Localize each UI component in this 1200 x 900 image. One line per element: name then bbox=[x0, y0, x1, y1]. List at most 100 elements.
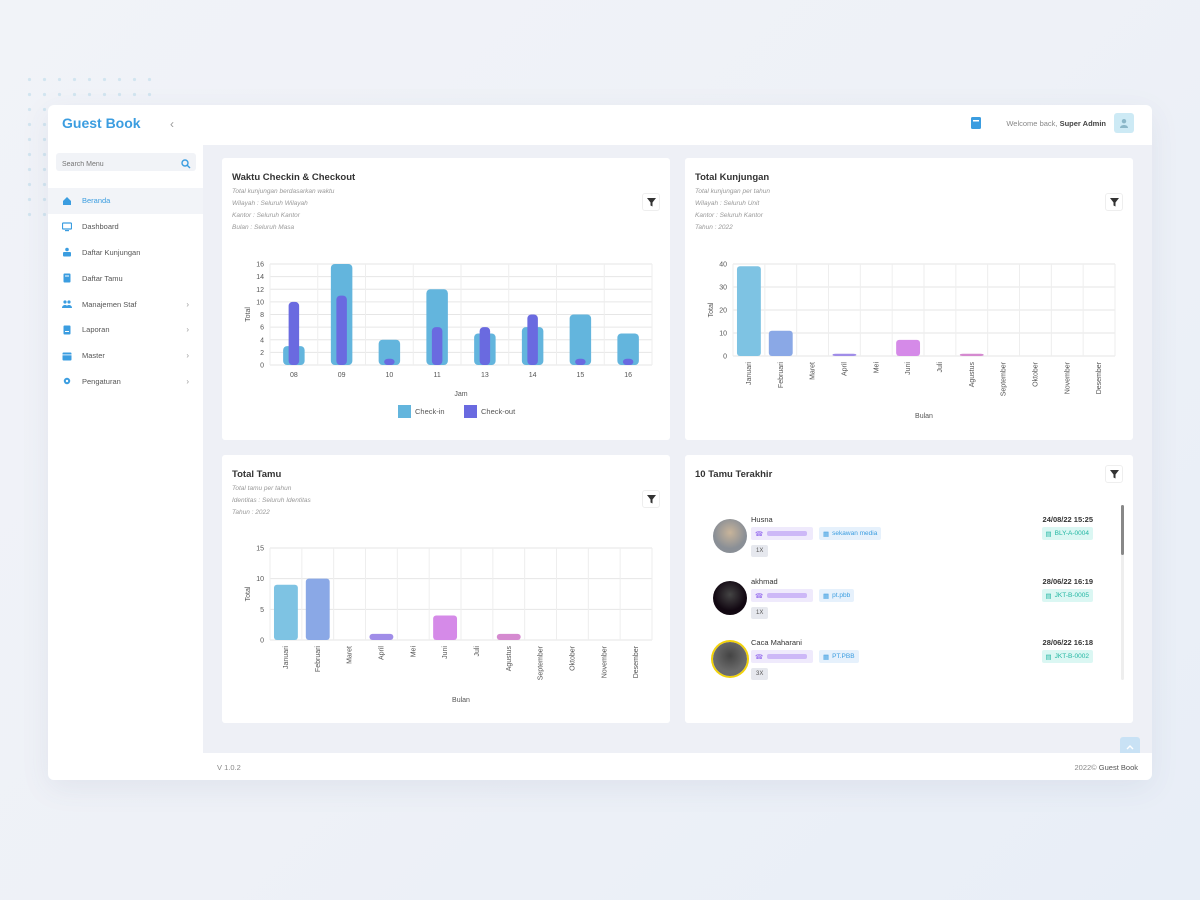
sidebar-menu: Beranda Dashboard Daftar Kunjungan Dafta… bbox=[48, 188, 203, 394]
y-tick-label: 6 bbox=[260, 325, 264, 332]
filter-button[interactable] bbox=[1105, 193, 1123, 211]
filter-button[interactable] bbox=[1105, 465, 1123, 483]
x-tick-label: Desember bbox=[1096, 361, 1103, 394]
sidebar-item-laporan[interactable]: Laporan › bbox=[48, 317, 203, 343]
book-icon bbox=[62, 273, 72, 283]
bar-check-out[interactable] bbox=[384, 358, 395, 365]
bar-check-in[interactable] bbox=[617, 333, 639, 365]
x-tick-label: Desember bbox=[633, 645, 640, 678]
guest-entry[interactable]: akhmad 28/06/22 16:19 ☎ ▦ pt.pbb ▤ JKT-B-0… bbox=[713, 577, 1093, 633]
bar-check-out[interactable] bbox=[479, 327, 491, 365]
bar-check-out[interactable] bbox=[336, 295, 347, 365]
chevron-right-icon: › bbox=[186, 376, 189, 386]
x-tick-label: Juli bbox=[474, 646, 481, 657]
sidebar-item-label: Beranda bbox=[82, 196, 111, 206]
bar-check-in[interactable] bbox=[569, 314, 592, 366]
sidebar-item-daftar-tamu[interactable]: Daftar Tamu bbox=[48, 265, 203, 291]
bar[interactable] bbox=[768, 330, 793, 356]
chevron-up-icon bbox=[1126, 745, 1134, 750]
user-icon bbox=[1120, 119, 1128, 128]
guest-name: Husna bbox=[751, 515, 773, 524]
x-tick-label: Januari bbox=[283, 646, 290, 669]
x-tick-label: April bbox=[378, 646, 385, 660]
bar[interactable] bbox=[496, 633, 521, 640]
phone-icon: ☎ bbox=[755, 530, 764, 538]
bar[interactable] bbox=[369, 633, 394, 640]
phone-redacted bbox=[767, 593, 808, 598]
guest-company: ▦ PT.PBB bbox=[819, 650, 859, 663]
guest-phone: ☎ bbox=[751, 589, 813, 602]
filter-button[interactable] bbox=[642, 490, 660, 508]
total-tamu-chart: 0 5 10 15 Januari Februari Maret April Mei Juni Ju… bbox=[245, 546, 653, 704]
legend-label[interactable]: Check-in bbox=[415, 407, 445, 416]
guest-date: 24/08/22 15:25 bbox=[1042, 515, 1093, 524]
x-tick-label: 15 bbox=[576, 372, 584, 379]
guest-code: ▤ JKT-B-0002 bbox=[1041, 650, 1093, 663]
bar-check-out[interactable] bbox=[288, 301, 300, 365]
phone-redacted bbox=[767, 654, 808, 659]
y-tick-label: 2 bbox=[260, 350, 264, 357]
sidebar-item-label: Master bbox=[82, 351, 105, 361]
card-filter-wilayah: Wilayah : Seluruh Wilayah bbox=[232, 200, 308, 207]
search-input[interactable] bbox=[56, 155, 171, 174]
collapse-sidebar-icon[interactable]: ‹ bbox=[170, 117, 174, 131]
x-tick-label: Mei bbox=[873, 362, 880, 374]
y-axis-label: Total bbox=[708, 302, 715, 317]
bar[interactable] bbox=[832, 353, 857, 356]
search-box bbox=[56, 153, 196, 174]
sidebar-item-pengaturan[interactable]: Pengaturan › bbox=[48, 369, 203, 395]
chevron-right-icon: › bbox=[186, 299, 189, 309]
bar[interactable] bbox=[273, 584, 298, 640]
scroll-to-top-button[interactable] bbox=[1120, 737, 1140, 757]
sidebar-item-daftar-kunjungan[interactable]: Daftar Kunjungan bbox=[48, 240, 203, 266]
card-total-kunjungan: Total Kunjungan Total kunjungan per tahu… bbox=[685, 158, 1133, 440]
scrollbar-thumb[interactable] bbox=[1121, 505, 1124, 555]
y-tick-label: 5 bbox=[260, 607, 264, 614]
sidebar-item-label: Laporan bbox=[82, 325, 110, 335]
guest-entry[interactable]: Caca Maharani 28/06/22 16:18 ☎ ▦ PT.PBB ▤… bbox=[713, 638, 1093, 694]
sidebar-item-dashboard[interactable]: Dashboard bbox=[48, 214, 203, 240]
bar-check-out[interactable] bbox=[622, 358, 634, 365]
bar-check-out[interactable] bbox=[431, 327, 443, 365]
scrollbar[interactable] bbox=[1121, 505, 1124, 680]
sidebar-item-manajemen-staf[interactable]: Manajemen Staf › bbox=[48, 291, 203, 317]
legend-label[interactable]: Check-out bbox=[481, 407, 516, 416]
card-title: Total Tamu bbox=[232, 469, 282, 480]
x-tick-label: Januari bbox=[746, 362, 753, 385]
checkin-checkout-chart: 0 2 4 6 8 10 12 14 16 08 09 10 11 13 14 15 16 Total Jam Che… bbox=[245, 262, 653, 418]
search-icon[interactable] bbox=[181, 156, 191, 174]
guest-phone: ☎ bbox=[751, 527, 813, 540]
bar[interactable] bbox=[736, 266, 761, 356]
guestbook-icon[interactable] bbox=[970, 116, 982, 135]
y-axis-label: Total bbox=[245, 586, 252, 601]
bar-check-out[interactable] bbox=[527, 314, 538, 366]
bar-check-out[interactable] bbox=[575, 358, 586, 365]
guest-avatar bbox=[713, 642, 747, 676]
card-subtitle: Total kunjungan berdasarkan waktu bbox=[232, 188, 335, 195]
x-tick-label: Februari bbox=[778, 362, 785, 389]
filter-icon bbox=[1109, 197, 1119, 206]
bar[interactable] bbox=[433, 615, 458, 640]
bar[interactable] bbox=[959, 353, 984, 356]
filter-button[interactable] bbox=[642, 193, 660, 211]
sidebar-item-label: Daftar Tamu bbox=[82, 273, 123, 283]
card-total-tamu: Total Tamu Total tamu per tahun Identita… bbox=[222, 455, 670, 723]
bar-check-in[interactable] bbox=[378, 339, 401, 365]
y-tick-label: 8 bbox=[260, 312, 264, 319]
x-tick-label: 14 bbox=[529, 372, 537, 379]
guest-code: ▤ BLY-A-0004 bbox=[1041, 527, 1093, 540]
user-avatar[interactable] bbox=[1114, 113, 1134, 133]
guest-avatar bbox=[713, 519, 747, 553]
card-filter-tahun: Tahun : 2022 bbox=[232, 509, 270, 516]
calendar-icon bbox=[62, 351, 72, 361]
bar[interactable] bbox=[896, 339, 921, 356]
guest-company-label: pt.pbb bbox=[832, 592, 851, 599]
sidebar-item-master[interactable]: Master › bbox=[48, 343, 203, 369]
guest-phone: ☎ bbox=[751, 650, 813, 663]
brand-logo[interactable]: Guest Book bbox=[62, 115, 141, 131]
y-tick-label: 10 bbox=[256, 299, 264, 306]
sidebar-item-beranda[interactable]: Beranda bbox=[48, 188, 203, 214]
welcome-label: Welcome back, bbox=[1006, 119, 1058, 128]
bar[interactable] bbox=[305, 578, 330, 640]
guest-entry[interactable]: Husna 24/08/22 15:25 ☎ ▦ sekawan media ▤ B… bbox=[713, 515, 1093, 571]
